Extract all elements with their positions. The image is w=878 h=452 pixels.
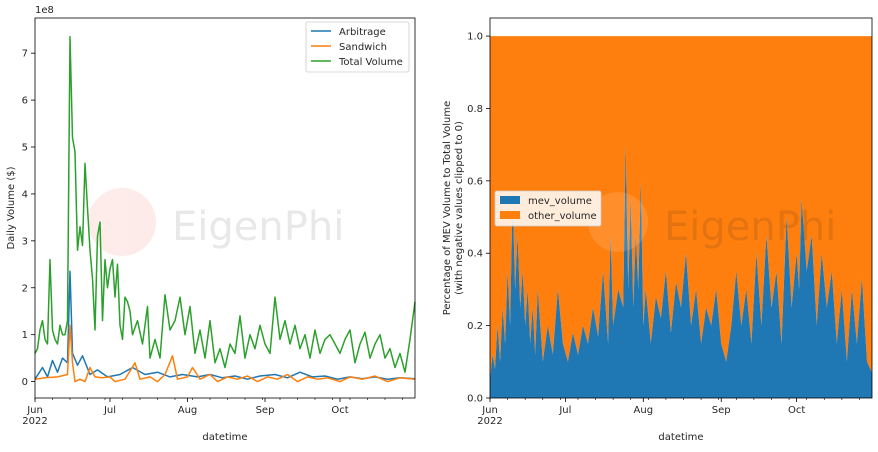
- left-x-tick-label: Oct: [331, 405, 348, 416]
- area-other-volume: [490, 36, 872, 380]
- right-y-ticks: 0.0 0.2 0.4 0.6 0.8 1.0: [467, 32, 490, 405]
- left-x-tick-label: 2022: [22, 416, 47, 427]
- right-x-tick-label: Jul: [558, 405, 571, 416]
- series-line-total-volume: [34, 36, 416, 373]
- left-y-tick-label: 5: [22, 143, 28, 154]
- left-watermark: EigenPhi: [88, 188, 344, 256]
- left-watermark-text: EigenPhi: [172, 204, 344, 250]
- right-y-tick-label: 0.8: [467, 104, 483, 115]
- legend-label-sandwich: Sandwich: [339, 42, 387, 53]
- right-y-tick-label: 0.4: [467, 249, 483, 260]
- right-y-axis-label-line1: Percentage of MEV Volume to Total Volume: [442, 101, 453, 316]
- legend-label-other-volume: other_volume: [528, 211, 597, 222]
- right-legend: mev_volume other_volume: [494, 190, 602, 227]
- left-x-tick-label: Jun: [26, 405, 43, 416]
- legend-swatch-other-volume: [500, 211, 520, 219]
- right-y-tick-label: 0.0: [467, 394, 483, 405]
- right-x-tick-label: 2022: [477, 416, 502, 427]
- right-watermark-text: EigenPhi: [664, 204, 836, 250]
- left-y-offset-text: 1e8: [35, 5, 54, 16]
- left-watermark-logo-icon: [88, 188, 156, 256]
- legend-label-arbitrage: Arbitrage: [339, 27, 386, 38]
- left-y-tick-label: 4: [22, 189, 28, 200]
- right-x-tick-label: Aug: [634, 405, 654, 416]
- legend-label-total-volume: Total Volume: [338, 57, 403, 68]
- right-x-axis-label: datetime: [658, 432, 703, 443]
- left-y-axis-label: Daily Volume ($): [6, 166, 17, 249]
- right-y-tick-label: 0.6: [467, 176, 483, 187]
- right-watermark-logo-icon: [588, 192, 648, 252]
- right-y-tick-label: 0.2: [467, 321, 483, 332]
- left-y-tick-label: 7: [22, 49, 28, 60]
- left-y-tick-label: 0: [22, 377, 28, 388]
- legend-label-mev-volume: mev_volume: [528, 196, 592, 207]
- right-y-tick-label: 1.0: [467, 32, 483, 43]
- right-legend-box: [494, 190, 602, 227]
- left-x-tick-label: Sep: [256, 405, 275, 416]
- left-axes-frame: [34, 17, 416, 399]
- legend-swatch-mev-volume: [500, 196, 520, 204]
- left-y-tick-label: 1: [22, 330, 28, 341]
- right-watermark: EigenPhi: [588, 192, 836, 252]
- right-y-axis-label-line2: (with negative values clipped to 0): [454, 121, 465, 295]
- left-x-tick-label: Aug: [178, 405, 198, 416]
- right-series-group: [490, 36, 872, 398]
- right-x-tick-label: Oct: [788, 405, 805, 416]
- left-legend-box: [305, 21, 410, 73]
- left-x-axis-label: datetime: [202, 432, 247, 443]
- area-mev-volume: [490, 144, 872, 398]
- series-line-sandwich: [34, 324, 416, 383]
- left-x-tick-label: Jul: [103, 405, 116, 416]
- right-x-tick-label: Jun: [481, 405, 498, 416]
- left-y-tick-label: 3: [22, 236, 28, 247]
- right-x-tick-label: Sep: [712, 405, 731, 416]
- left-y-tick-label: 6: [22, 96, 28, 107]
- right-axes-frame: [489, 17, 873, 399]
- left-y-tick-label: 2: [22, 283, 28, 294]
- left-legend: Arbitrage Sandwich Total Volume: [305, 21, 410, 73]
- left-y-ticks: 0 1 2 3 4 5 6 7: [22, 49, 35, 388]
- left-series-group: [34, 36, 416, 383]
